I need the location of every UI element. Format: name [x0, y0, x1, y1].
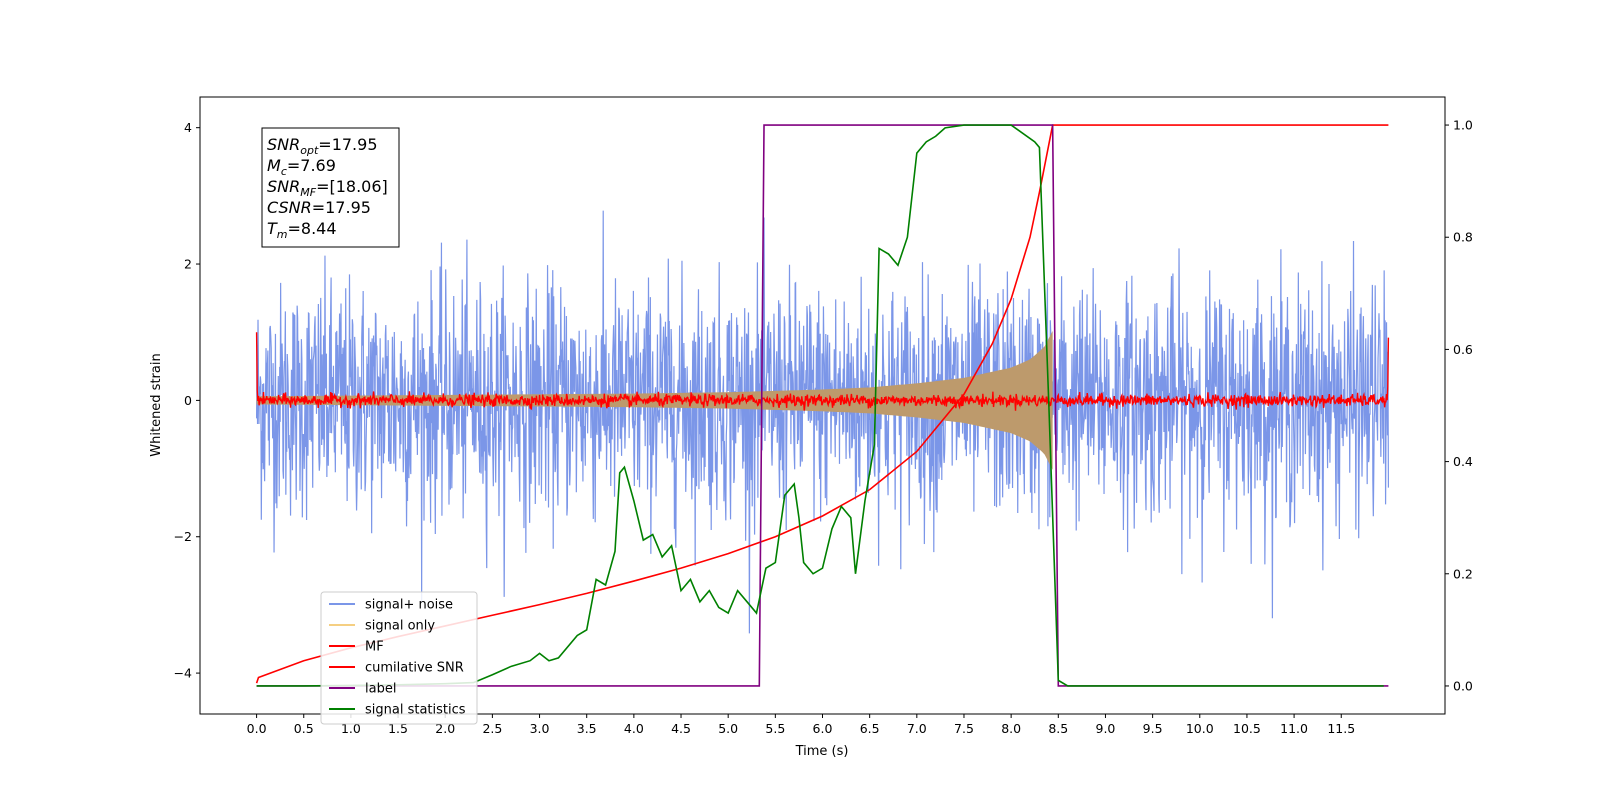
- annotation-line: Tm=8.44: [267, 219, 337, 241]
- legend-label: label: [365, 682, 396, 697]
- legend: signal+ noise signal only MF cumilative SNR…: [320, 591, 478, 725]
- x-tick-label: 10.5: [1233, 721, 1261, 736]
- x-axis-label: Time (s): [795, 744, 849, 759]
- x-tick-label: 11.5: [1327, 721, 1355, 736]
- legend-label: signal+ noise: [365, 598, 453, 613]
- series-signal-statistics: [256, 124, 1384, 687]
- y-tick-label: −2: [174, 529, 192, 544]
- y-axis-right: 1.0 0.8 0.6 0.4 0.2 0.0: [1445, 118, 1473, 693]
- annotation-line: Mc=7.69: [267, 156, 336, 178]
- x-tick-label: 6.0: [813, 721, 833, 736]
- y-right-tick-label: 0.6: [1453, 342, 1473, 357]
- annotation-line: CSNR=17.95: [267, 198, 371, 217]
- y-axis-label: Whitened strain: [149, 353, 164, 456]
- x-axis: 0.0 0.5 1.0 1.5 2.0 2.5 3.0 3.5 4.0 4.5 5.0 5.5 6.0 6…: [247, 714, 1355, 736]
- x-tick-label: 8.5: [1048, 721, 1068, 736]
- legend-label: signal only: [365, 619, 435, 634]
- x-tick-label: 11.0: [1280, 721, 1308, 736]
- x-tick-label: 4.5: [671, 721, 691, 736]
- annotation-line: SNRopt=17.95: [267, 135, 378, 157]
- y-tick-label: −4: [174, 666, 192, 681]
- y-right-tick-label: 0.2: [1453, 566, 1473, 581]
- series-mf: [255, 332, 1390, 411]
- x-tick-label: 4.0: [624, 721, 644, 736]
- y-right-tick-label: 0.0: [1453, 678, 1473, 693]
- x-tick-label: 7.0: [907, 721, 927, 736]
- y-tick-label: 4: [184, 120, 192, 135]
- y-axis-left: 4 2 0 −2 −4: [174, 120, 200, 681]
- x-tick-label: 8.0: [1001, 721, 1021, 736]
- y-tick-label: 2: [184, 257, 192, 272]
- y-tick-label: 0: [184, 393, 192, 408]
- x-tick-label: 5.5: [765, 721, 785, 736]
- x-tick-label: 1.5: [388, 721, 408, 736]
- annotation-line: SNRMF=[18.06]: [267, 177, 388, 199]
- legend-label: MF: [365, 640, 384, 655]
- y-right-tick-label: 0.4: [1453, 454, 1473, 469]
- x-tick-label: 0.5: [294, 721, 314, 736]
- x-tick-label: 2.0: [435, 721, 455, 736]
- x-tick-label: 10.0: [1186, 721, 1214, 736]
- x-tick-label: 5.0: [718, 721, 738, 736]
- x-tick-label: 2.5: [482, 721, 502, 736]
- y-right-tick-label: 1.0: [1453, 118, 1473, 133]
- y-right-tick-label: 0.8: [1453, 230, 1473, 245]
- x-tick-label: 3.0: [530, 721, 550, 736]
- x-tick-label: 6.5: [860, 721, 880, 736]
- x-tick-label: 3.5: [577, 721, 597, 736]
- legend-label: signal statistics: [365, 703, 466, 718]
- legend-label: cumilative SNR: [365, 661, 464, 676]
- annotation-box: SNRopt=17.95Mc=7.69SNRMF=[18.06]CSNR=17.…: [261, 127, 400, 248]
- x-tick-label: 9.5: [1143, 721, 1163, 736]
- x-tick-label: 0.0: [247, 721, 267, 736]
- x-tick-label: 7.5: [954, 721, 974, 736]
- legend-frame: [320, 591, 478, 725]
- x-tick-label: 1.0: [341, 721, 361, 736]
- x-tick-label: 9.0: [1096, 721, 1116, 736]
- annotation-frame: [261, 127, 400, 248]
